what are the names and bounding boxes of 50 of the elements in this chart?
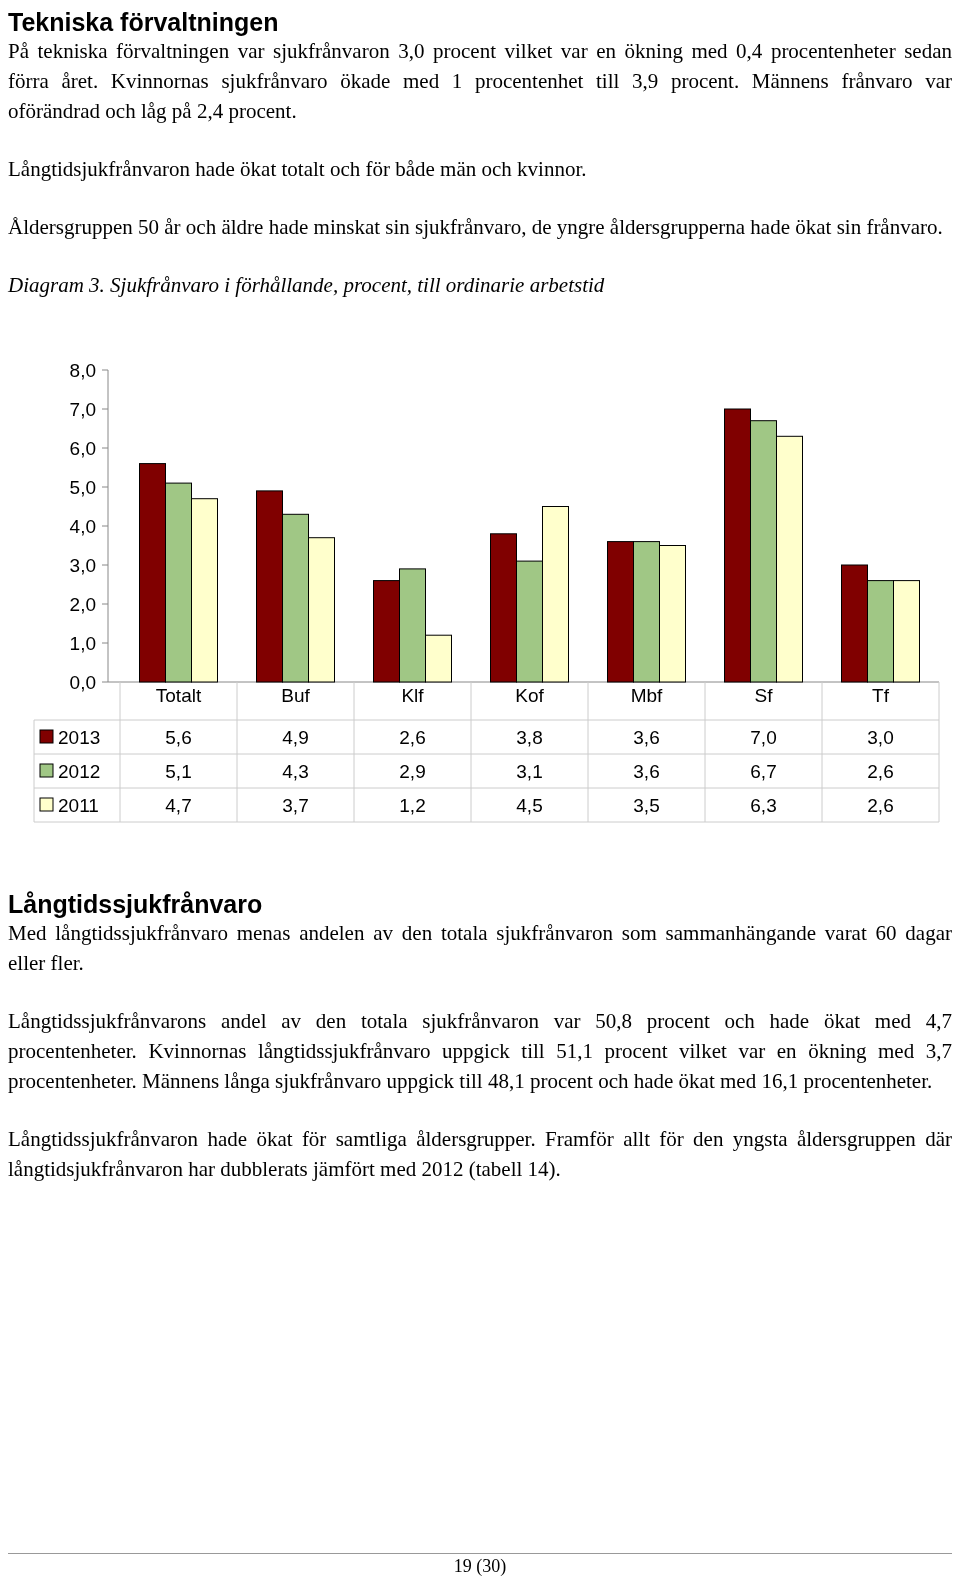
y-tick-label: 4,0 (69, 515, 96, 537)
x-tick-label: Sf (754, 685, 774, 706)
x-tick-label: Buf (281, 685, 311, 706)
text: Långtidssjukfrånvaron hade ökat för samtliga åldersgrupper. Framför allt för den yngsta åldersgruppen där långtidsjukfrånvaron har dubblerats jämfört med 2012 (tabell 14). (8, 1126, 952, 1183)
data-label: 2,6 (399, 726, 426, 748)
y-tick-label: 0,0 (69, 671, 96, 693)
text: Långtidssjukfrånvaro (8, 890, 264, 918)
data-label: 1,2 (399, 794, 426, 816)
data-label: 5,6 (165, 726, 192, 748)
data-label: 5,1 (165, 760, 192, 782)
x-tick-label: Tf (872, 685, 890, 706)
data-label: 2,9 (399, 760, 426, 782)
data-label: 3,5 (633, 794, 660, 816)
data-label: 2,6 (867, 760, 894, 782)
data-label: 6,7 (750, 760, 777, 782)
legend-label: 2011 (58, 794, 99, 816)
data-label: 3,6 (633, 760, 660, 782)
chart-title: Diagram 3. Sjukfrånvaro i förhållande, procent, till ordinarie arbetstid (8, 272, 606, 299)
data-label: 3,0 (867, 726, 894, 748)
y-tick-label: 1,0 (69, 632, 96, 654)
x-tick-label: Klf (401, 685, 425, 706)
y-tick-label: 7,0 (69, 398, 96, 420)
legend-label: 2012 (58, 760, 101, 782)
data-label: 3,7 (282, 794, 309, 816)
data-label: 7,0 (750, 726, 777, 748)
y-tick-label: 8,0 (69, 359, 96, 381)
data-label: 4,7 (165, 794, 192, 816)
data-label: 3,6 (633, 726, 660, 748)
legend-label: 2013 (58, 726, 101, 748)
text: Åldersgruppen 50 år och äldre hade minskat sin sjukfrånvaro, de yngre åldersgrupperna hade ökat sin frånvaro. (8, 214, 944, 241)
text: På tekniska förvaltningen var sjukfrånvaron 3,0 procent vilket var en ökning med 0,4 procentenheter sedan förra året. Kvinnornas sjukfrånvaro ökade med 1 procentenhet till 3,9 procent. Männens frånvaro var oförändrad och låg på 2,4 procent. (8, 38, 952, 125)
data-label: 3,1 (516, 760, 543, 782)
text: Med långtidssjukfrånvaro menas andelen av den totala sjukfrånvaron som sammanhängande varat 60 dagar eller fler. (8, 920, 952, 977)
data-label: 4,3 (282, 760, 309, 782)
data-label: 4,9 (282, 726, 309, 748)
y-tick-label: 6,0 (69, 437, 96, 459)
y-tick-label: 3,0 (69, 554, 96, 576)
text: Tekniska förvaltningen (8, 8, 280, 36)
y-tick-label: 5,0 (69, 476, 96, 498)
text: Långtidsjukfrånvaron hade ökat totalt och för både män och kvinnor. (8, 156, 588, 183)
text: Långtidssjukfrånvarons andel av den totala sjukfrånvaron var 50,8 procent och hade ökat med 4,7 procentenheter. Kvinnornas långtidssjukfrånvaro uppgick till 51,1 procent vilket var en ökning med 3,7 procentenheter. Männens långa sjukfrånvaro uppgick till 48,1 procent och hade ökat med 16,1 procentenheter. (8, 1008, 952, 1095)
y-tick-label: 2,0 (69, 593, 96, 615)
data-label: 2,6 (867, 794, 894, 816)
x-tick-label: Totalt (155, 685, 202, 706)
data-label: 3,8 (516, 726, 543, 748)
x-tick-label: Kof (515, 685, 545, 706)
data-label: 6,3 (750, 794, 777, 816)
text: 19 (30) (8, 1553, 952, 1577)
data-label: 4,5 (516, 794, 543, 816)
x-tick-label: Mbf (630, 685, 664, 706)
